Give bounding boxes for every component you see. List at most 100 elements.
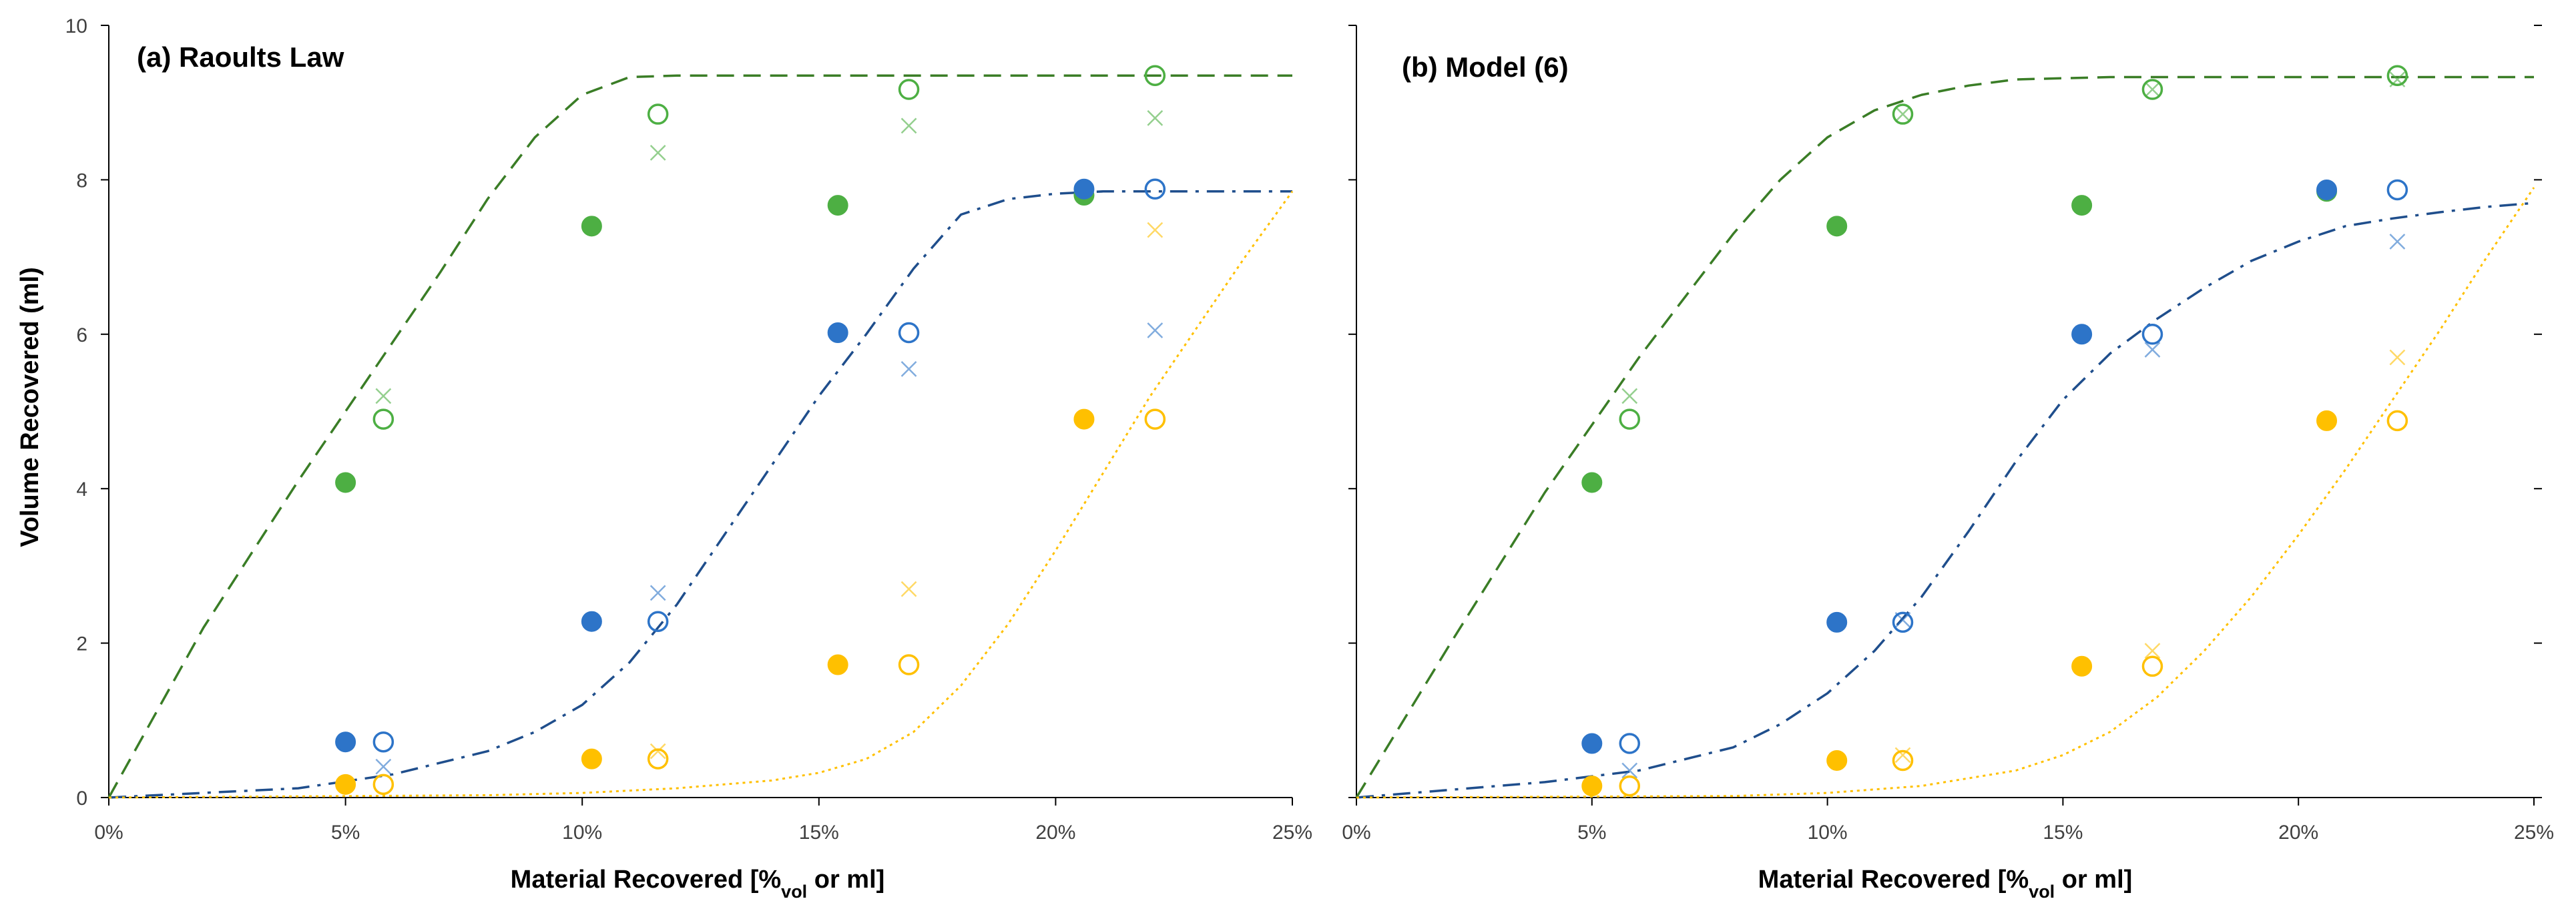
panel-a-green-filled-point: [827, 195, 848, 216]
panel-b-x-label-pre: Material Recovered [%: [1758, 866, 2029, 894]
panel-a-yellow-model-point: [1147, 222, 1164, 238]
panel-b-blue-curve: [1356, 202, 2535, 799]
panel-a-x-tick-label: 0%: [94, 822, 123, 844]
panel-a-green-model-point: [650, 145, 666, 161]
panel-a-title: (a) Raoults Law: [137, 41, 344, 73]
panel-b-blue-filled-point: [2316, 179, 2338, 200]
panel-a-x-tick-label: 15%: [799, 822, 839, 844]
panel-a-green-model-point: [900, 117, 917, 134]
panel-a-green-filled-point: [581, 216, 602, 237]
panel-a-blue-model-point: [1147, 322, 1164, 338]
panel-b-title: (b) Model (6): [1402, 51, 1569, 83]
panel-a-x-label-post: or ml]: [807, 866, 884, 894]
panel-b-x-axis-label: Material Recovered [%vol or ml]: [1758, 866, 2133, 902]
panel-b-blue-model-point: [1621, 762, 1638, 779]
panel-a-blue-open-point: [898, 322, 920, 344]
panel-a-x-axis-label: Material Recovered [%vol or ml]: [511, 866, 885, 902]
panel-b-green-filled-point: [1581, 472, 1603, 493]
panel-b-green-filled-point: [2071, 195, 2093, 216]
panel-b-green-open-point: [2386, 65, 2408, 86]
panel-b-x-tick-label: 20%: [2278, 822, 2318, 844]
panel-a-yellow-model-point: [650, 743, 666, 759]
panel-b-green-filled-point: [1826, 216, 1848, 237]
panel-a-blue-filled-point: [335, 731, 356, 753]
panel-b-yellow-model-point: [2389, 349, 2406, 366]
panel-a-blue-filled-point: [581, 611, 602, 632]
panel-b-yellow-open-point: [2386, 410, 2408, 432]
panel-a-yellow-open-point: [1144, 408, 1166, 430]
panel-a-yellow-curve: [108, 190, 1294, 799]
panel-a-yellow-filled-point: [335, 774, 356, 795]
panel-a-green-open-point: [372, 408, 395, 430]
panel-a-yellow-open-point: [647, 748, 669, 770]
panel-a-y-tick-label: 6: [76, 324, 87, 346]
panel-a-green-open-point: [1144, 65, 1166, 86]
panel-a-green-model-point: [1147, 109, 1164, 126]
panel-a-green-model-point: [375, 388, 392, 404]
panel-b-blue-open-point: [2386, 179, 2408, 201]
panel-b-yellow-model-point: [2144, 643, 2161, 659]
panel-b-x-label-post: or ml]: [2055, 866, 2132, 894]
panel-b-x-tick-label: 15%: [2043, 822, 2083, 844]
panel-a-y-tick-label: 0: [76, 788, 87, 810]
panel-b-x-tick-label: 5%: [1577, 822, 1606, 844]
panel-a-y-tick-label: 10: [65, 15, 87, 37]
panel-a-x-tick-label: 25%: [1272, 822, 1312, 844]
panel-a-yellow-open-point: [372, 774, 395, 796]
panel-a-blue-filled-point: [827, 322, 848, 343]
panel-a-blue-filled-point: [1073, 178, 1095, 200]
panel-b-yellow-filled-point: [2316, 410, 2338, 431]
panel-b-yellow-filled-point: [1581, 776, 1603, 797]
panel-a-green-open-point: [898, 79, 920, 100]
panel-b-yellow-filled-point: [1826, 749, 1848, 771]
panel-b-x-label-sub: vol: [2029, 882, 2055, 902]
panel-a-yellow-filled-point: [1073, 408, 1095, 430]
panel-b-yellow-open-point: [1619, 775, 1640, 797]
panel-b-yellow-curve: [1356, 187, 2535, 799]
panel-b-green-model-point: [2144, 81, 2161, 97]
panel-b-yellow-model-point: [1894, 747, 1911, 764]
panel-a-green-filled-point: [335, 472, 356, 493]
panel-a-x-tick-label: 10%: [562, 822, 602, 844]
panel-b-green-open-point: [1892, 103, 1914, 125]
panel-a-y-tick-label: 4: [76, 479, 87, 501]
panel-a-y-tick-label: 2: [76, 633, 87, 655]
panel-b-blue-open-point: [1619, 733, 1640, 754]
panel-b-blue-filled-point: [1826, 611, 1848, 633]
panel-b-yellow-open-point: [2141, 655, 2163, 677]
panel-b-blue-open-point: [2141, 324, 2163, 345]
panel-a-green-open-point: [647, 103, 669, 125]
panel-a-yellow-filled-point: [581, 748, 602, 770]
panel-a-blue-open-point: [647, 611, 669, 632]
panel-b-yellow-open-point: [1892, 749, 1914, 772]
panel-b-green-curve: [1355, 75, 2534, 798]
panel-a-yellow-model-point: [900, 581, 917, 597]
panel-b-blue-filled-point: [1581, 733, 1603, 754]
panel-a-x-tick-label: 5%: [331, 822, 360, 844]
panel-a-y-tick-label: 8: [76, 170, 87, 192]
panel-a-y-axis-label: Volume Recovered (ml): [16, 267, 44, 547]
panel-b-green-model-point: [1894, 106, 1911, 122]
panel-a-chart: (a) Raoults Law Volume Recovered (ml) Ma…: [16, 15, 1312, 902]
panel-a-yellow-open-point: [898, 654, 920, 675]
panel-a-blue-model-point: [375, 758, 392, 775]
panel-b-x-tick-label: 0%: [1342, 822, 1370, 844]
panel-a-x-label-pre: Material Recovered [%: [511, 866, 782, 894]
panel-a-blue-curve: [108, 190, 1292, 799]
panel-a-blue-open-point: [372, 731, 395, 753]
panel-a-blue-model-point: [900, 360, 917, 377]
panel-b-green-open-point: [1619, 408, 1640, 430]
panel-b-x-tick-label: 25%: [2514, 822, 2554, 844]
panel-b-x-tick-label: 10%: [1808, 822, 1848, 844]
panel-b-green-model-point: [1621, 388, 1638, 404]
panel-a-green-curve: [107, 74, 1292, 798]
panel-b-blue-model-point: [2144, 342, 2161, 358]
panel-b-blue-model-point: [2389, 234, 2406, 250]
panel-b-blue-filled-point: [2071, 324, 2093, 345]
panel-b-blue-open-point: [1892, 611, 1914, 633]
panel-a-blue-open-point: [1144, 178, 1166, 200]
panel-b-chart: (b) Model (6) Material Recovered [%vol o…: [1342, 25, 2554, 902]
panel-a-blue-model-point: [650, 585, 666, 601]
panel-b-green-open-point: [2141, 79, 2163, 100]
